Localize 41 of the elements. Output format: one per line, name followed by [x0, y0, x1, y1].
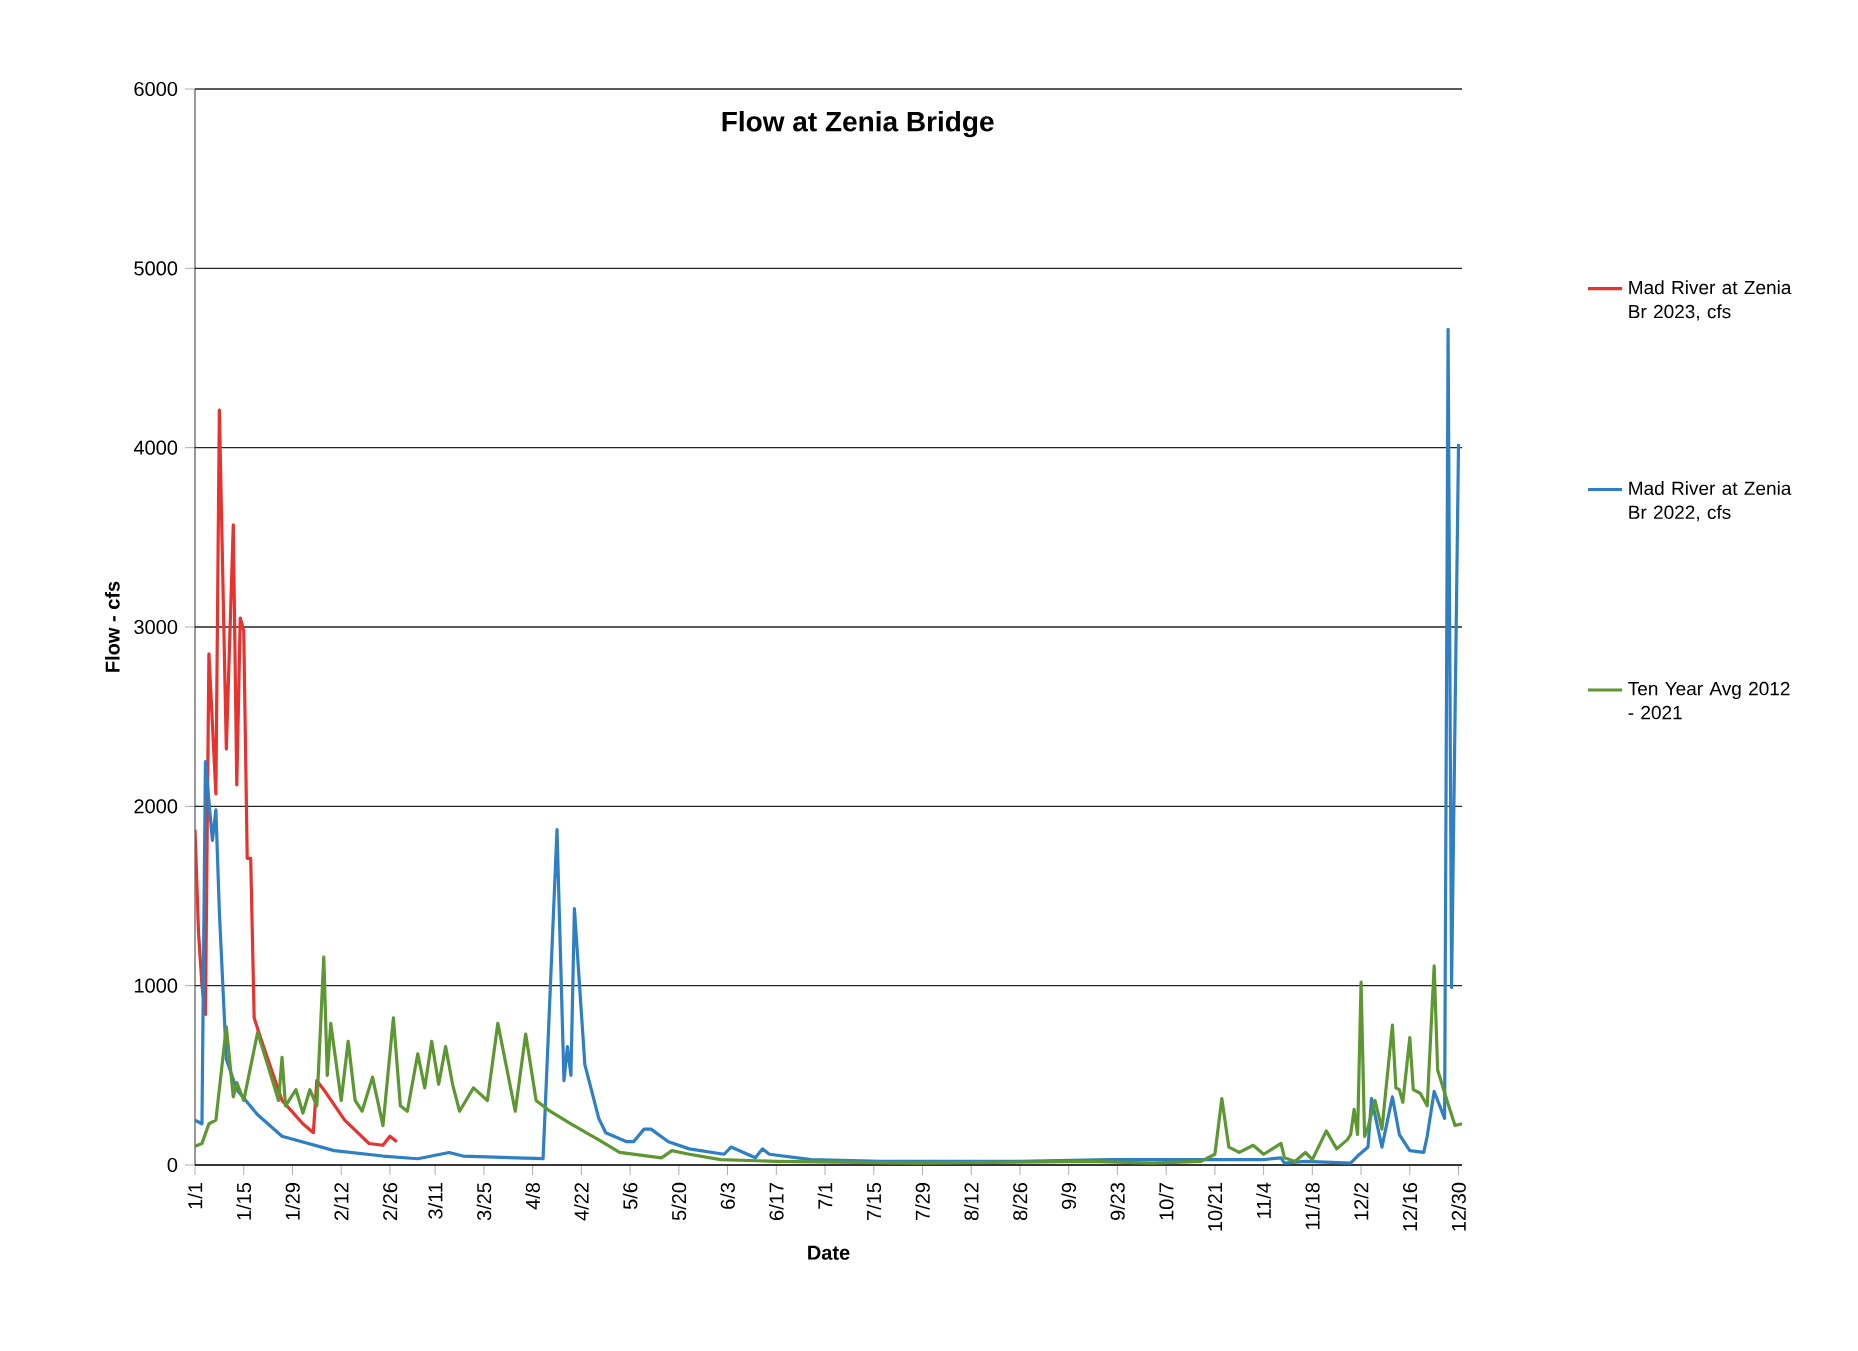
x-tick-label: 3/11: [427, 1183, 443, 1219]
x-tick-label: 12/30: [1451, 1182, 1466, 1231]
y-tick-label: 6000: [134, 81, 178, 97]
y-axis-title: Flow - cfs: [105, 581, 120, 672]
x-tick-label: 12/2: [1353, 1183, 1369, 1220]
x-tick-label: 1/29: [285, 1183, 300, 1220]
x-tick-label: 8/12: [963, 1183, 979, 1221]
text: Flow at Zenia Bridge: [722, 110, 994, 138]
y-tick-label: 3000: [134, 619, 178, 635]
x-tick-label: 10/7: [1158, 1183, 1174, 1220]
x-tick-label: 1/15: [236, 1182, 252, 1220]
legend-label: Ten Year Avg 2012 - 2021: [1628, 681, 1790, 720]
x-tick-label: 6/3: [720, 1182, 735, 1209]
y-tick-label: 4000: [133, 440, 178, 455]
x-tick-label: 4/8: [525, 1182, 540, 1210]
legend-label: Mad River at Zenia Br 2023, cfs: [1629, 280, 1792, 321]
x-tick-label: 12/16: [1402, 1182, 1418, 1231]
x-tick-label: 7/29: [915, 1183, 930, 1220]
x-tick-label: 5/6: [622, 1182, 638, 1210]
y-tick-label: 5000: [134, 261, 178, 276]
y-tick-label: 2000: [134, 799, 178, 814]
x-tick-label: 9/9: [1061, 1183, 1077, 1209]
x-tick-label: 4/22: [574, 1183, 589, 1221]
x-tick-label: 7/1: [817, 1183, 833, 1209]
x-tick-label: 2/12: [333, 1183, 349, 1220]
x-tick-label: 3/25: [476, 1182, 492, 1221]
x-tick-label: 11/4: [1256, 1182, 1271, 1218]
x-tick-label: 8/26: [1012, 1182, 1028, 1221]
x-tick-label: 5/20: [671, 1182, 687, 1221]
x-tick-label: 9/23: [1110, 1182, 1125, 1221]
x-tick-label: 11/18: [1305, 1182, 1320, 1230]
x-tick-label: 6/17: [768, 1183, 784, 1220]
y-tick-label: 0: [167, 1157, 178, 1173]
x-tick-label: 7/15: [866, 1182, 882, 1220]
x-tick-label: 1/1: [187, 1183, 203, 1209]
y-tick-label: 1000: [134, 978, 178, 993]
x-tick-label: 2/26: [382, 1182, 398, 1220]
x-tick-label: 10/21: [1207, 1183, 1223, 1231]
legend-label: Mad River at Zenia Br 2022, cfs: [1629, 481, 1792, 522]
line-series: [195, 408, 399, 1147]
x-axis-title: Date: [808, 1245, 850, 1260]
